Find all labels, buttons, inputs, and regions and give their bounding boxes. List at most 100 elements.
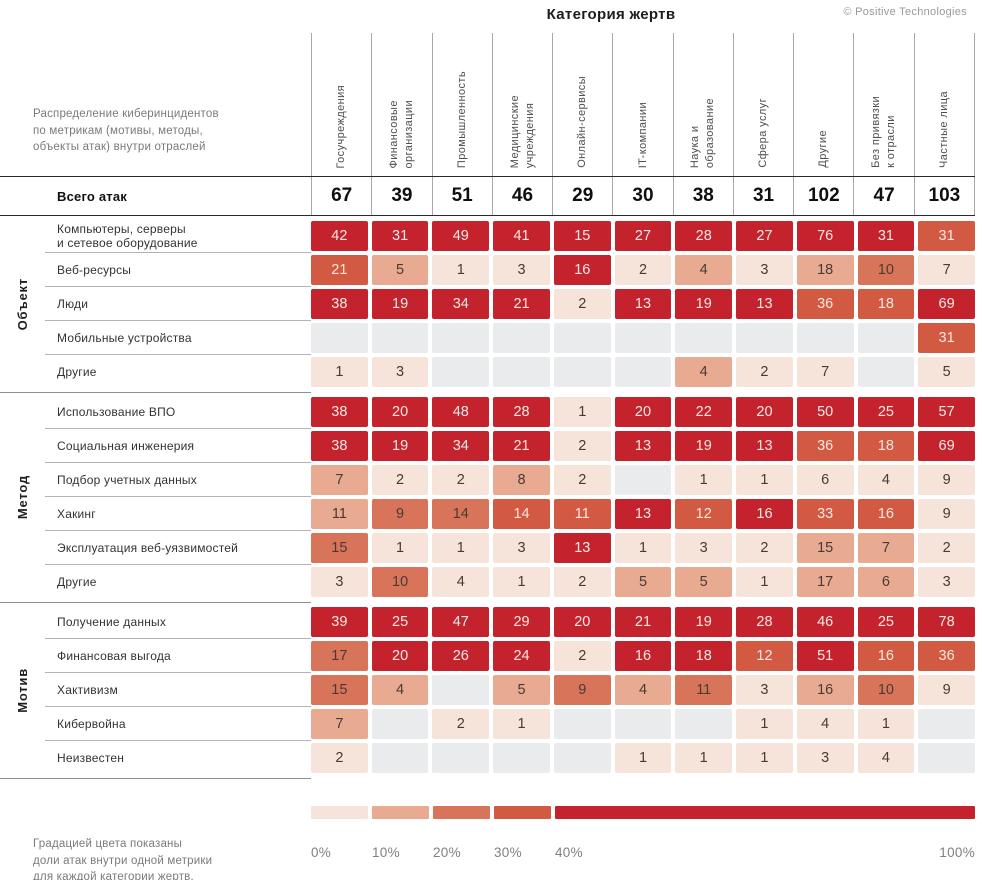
total-value-0: 67 — [311, 177, 371, 215]
metric-row-cells: 17 20 26 24 2 16 18 12 51 16 36 — [311, 639, 975, 673]
heatmap-cell: 39 — [311, 607, 368, 637]
column-header-label: Финансовые организации — [388, 99, 415, 169]
heatmap-cell — [311, 323, 368, 353]
metric-row-cells: 31 — [311, 321, 975, 355]
heatmap-cell: 31 — [371, 221, 429, 251]
copyright-note: © Positive Technologies — [843, 6, 967, 18]
heatmap-cell: 27 — [736, 221, 793, 251]
column-header-3: Медицинские учреждения — [491, 33, 552, 176]
heatmap-cell: 13 — [736, 289, 793, 319]
heatmap-cell: 18 — [796, 255, 854, 285]
total-value-6: 38 — [672, 177, 733, 215]
metric-row-label-text: Люди — [57, 296, 89, 311]
metric-row-label-text: Другие — [57, 574, 97, 589]
heatmap-cell: 38 — [311, 397, 368, 427]
heatmap-cell: 9 — [371, 499, 429, 529]
metric-row-cells: 15 1 1 3 13 1 3 2 15 7 2 — [311, 531, 975, 565]
heatmap-cell: 20 — [553, 607, 611, 637]
heatmap-cell: 4 — [857, 743, 915, 773]
heatmap-cell: 19 — [675, 289, 733, 319]
heatmap-cell: 21 — [614, 607, 672, 637]
heatmap-cell: 1 — [493, 709, 550, 739]
heatmap-cell: 41 — [493, 221, 550, 251]
metric-row-cells: 38 20 48 28 1 20 22 20 50 25 57 — [311, 395, 975, 429]
heatmap-cell: 15 — [553, 221, 611, 251]
heatmap-cell: 2 — [553, 641, 611, 671]
heatmap-cell: 16 — [857, 641, 915, 671]
metric-row: Хактивизм 15 4 5 9 4 11 3 16 10 9 — [45, 673, 975, 707]
total-value-10: 103 — [913, 177, 974, 215]
totals-row: Всего атак 67 39 51 46 29 30 38 31 102 47 103 — [0, 176, 975, 216]
metric-row: Другие 3 10 4 1 2 5 5 1 17 6 3 — [45, 565, 975, 599]
column-header-10: Частные лица — [913, 33, 974, 176]
heatmap-cell: 69 — [918, 289, 975, 319]
heatmap-cell: 13 — [614, 289, 672, 319]
metric-row: Получение данных 39 25 47 29 20 21 19 28 46 25 78 — [45, 605, 975, 639]
heatmap-cell: 1 — [736, 567, 793, 597]
metric-row-cells: 3 10 4 1 2 5 5 1 17 6 3 — [311, 565, 975, 599]
column-header-label: Наука и образование — [689, 97, 717, 168]
heatmap-cell: 5 — [493, 675, 550, 705]
heatmap-cell: 1 — [553, 397, 611, 427]
legend-label-100%: 100% — [939, 845, 975, 860]
heatmap-cell: 16 — [614, 641, 672, 671]
metric-row-cells: 42 31 49 41 15 27 28 27 76 31 31 — [311, 219, 975, 253]
heatmap-cell: 15 — [796, 533, 854, 563]
metric-row-label-text: Использование ВПО — [57, 404, 176, 419]
heatmap-cell: 13 — [553, 533, 611, 563]
metric-row-label-text: Получение данных — [57, 614, 167, 629]
column-header-0: Госучреждения — [311, 33, 371, 176]
heatmap-cell: 46 — [796, 607, 854, 637]
metric-row-label: Хактивизм — [45, 673, 311, 707]
heatmap-cell: 1 — [311, 357, 368, 387]
metric-row-label-text: Кибервойна — [57, 716, 126, 731]
heatmap-cell: 20 — [614, 397, 672, 427]
column-header-label: Госучреждения — [335, 84, 348, 168]
section-rows: Получение данных 39 25 47 29 20 21 19 28 46 25 78 Фи… — [45, 605, 975, 775]
sections-bottom-line — [0, 778, 311, 779]
column-header-label: IT-компании — [636, 101, 649, 168]
heatmap-cell — [614, 709, 672, 739]
metric-row-cells: 21 5 1 3 16 2 4 3 18 10 7 — [311, 253, 975, 287]
metric-row-label-text: Эксплуатация веб-уязвимостей — [57, 540, 239, 555]
heatmap-cell: 26 — [432, 641, 490, 671]
heatmap-cell: 19 — [371, 289, 429, 319]
column-header-label: Частные лица — [937, 91, 950, 168]
metric-row-label-text: Другие — [57, 364, 97, 379]
heatmap-cell: 36 — [796, 431, 854, 461]
column-header-label: Медицинские учреждения — [508, 94, 536, 168]
legend-segment-3 — [494, 806, 551, 819]
sections: Объект Компьютеры, серверы и сетевое обор… — [0, 216, 975, 779]
legend-segment-0 — [311, 806, 368, 819]
heatmap-cell: 19 — [675, 431, 733, 461]
total-value-4: 29 — [552, 177, 612, 215]
legend-segment-2 — [433, 806, 490, 819]
metric-row: Неизвестен 2 1 1 1 3 4 — [45, 741, 975, 775]
section-Объект: Объект Компьютеры, серверы и сетевое обор… — [0, 216, 975, 392]
section-rows: Использование ВПО 38 20 48 28 1 20 22 20 50 25 57 Со… — [45, 395, 975, 599]
legend-label-10%: 10% — [372, 845, 400, 860]
heatmap-cell: 28 — [493, 397, 550, 427]
heatmap-cell: 1 — [371, 533, 429, 563]
heatmap-cell: 19 — [675, 607, 733, 637]
heatmap-cell: 33 — [796, 499, 854, 529]
heatmap-cell: 4 — [432, 567, 490, 597]
heatmap-cell: 3 — [493, 255, 550, 285]
heatmap-cell — [432, 323, 490, 353]
section-label-wrap: Объект — [0, 219, 45, 389]
column-header-7: Сфера услуг — [732, 33, 793, 176]
legend-label-30%: 30% — [494, 845, 522, 860]
heatmap-cell — [371, 323, 429, 353]
heatmap-cell: 2 — [736, 533, 793, 563]
heatmap-cell: 34 — [432, 289, 490, 319]
heatmap-cell: 1 — [432, 533, 490, 563]
metric-row: Мобильные устройства 31 — [45, 321, 975, 355]
column-header-label: Другие — [817, 130, 830, 168]
section-Мотив: Мотив Получение данных 39 25 47 29 20 21 19 28 46 2… — [0, 602, 975, 778]
legend-note: Градацией цвета показаны доли атак внутр… — [33, 838, 213, 880]
heatmap-cell: 3 — [675, 533, 733, 563]
heatmap-cell — [493, 743, 550, 773]
